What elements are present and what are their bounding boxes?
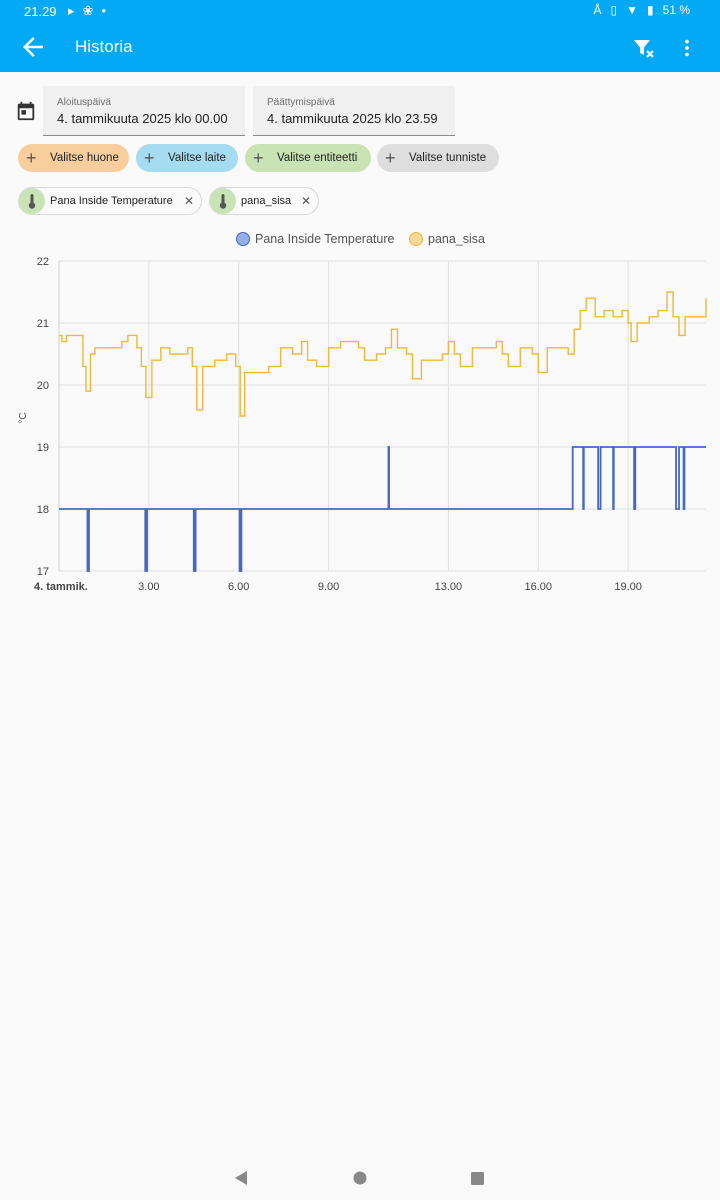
y-axis-label: °C — [18, 412, 29, 423]
y-tick-label: 22 — [37, 256, 49, 268]
legend-swatch — [409, 232, 423, 246]
more-options-icon[interactable] — [676, 36, 698, 60]
entity-chip-pana-inside-temperature[interactable]: Pana Inside Temperature ✕ — [18, 187, 202, 215]
x-tick-label: 13.00 — [435, 581, 463, 593]
page-title: Historia — [75, 37, 133, 56]
select-device-chip[interactable]: + Valitse laite — [136, 144, 238, 172]
bluetooth-icon: Å — [593, 3, 602, 17]
remove-icon[interactable]: ✕ — [183, 194, 194, 208]
y-tick-label: 18 — [37, 504, 49, 516]
entity-chip-label: Pana Inside Temperature — [50, 195, 173, 207]
select-room-chip[interactable]: + Valitse huone — [18, 144, 129, 172]
thermometer-icon — [28, 194, 36, 209]
select-entity-chip[interactable]: + Valitse entiteetti — [245, 144, 371, 172]
legend-label: pana_sisa — [428, 232, 485, 246]
x-tick-label: 19.00 — [614, 581, 642, 593]
legend-label: Pana Inside Temperature — [255, 232, 394, 246]
fan-icon: ❀ — [82, 3, 94, 18]
select-entity-label: Valitse entiteetti — [277, 152, 358, 164]
select-label-chip[interactable]: + Valitse tunniste — [377, 144, 499, 172]
select-device-label: Valitse laite — [168, 152, 226, 164]
nav-recents-icon[interactable] — [471, 1172, 484, 1185]
notification-app-icon: ▸ — [68, 3, 75, 18]
nav-back-icon[interactable] — [235, 1171, 247, 1185]
x-tick-label: 6.00 — [228, 581, 249, 593]
history-chart: 17 18 19 20 21 22 4. tammik. 3.00 6.00 9.00 13.00 1… — [18, 232, 707, 593]
battery-percent: 51 % — [662, 3, 690, 17]
wifi-icon: ▼ — [626, 3, 639, 17]
end-date-field[interactable]: Päättymispäivä 4. tammikuuta 2025 klo 23… — [253, 86, 455, 136]
plus-icon: + — [253, 148, 264, 168]
clear-filter-icon[interactable] — [632, 36, 656, 60]
status-bar: 21.29 ▸ ❀ • Å ▯ ▼ ▮ 51 % — [0, 0, 720, 24]
entity-chip-label: pana_sisa — [241, 195, 292, 207]
y-tick-label: 19 — [37, 442, 49, 454]
start-date-label: Aloituspäivä — [57, 97, 111, 108]
plus-icon: + — [144, 148, 155, 168]
y-tick-label: 21 — [37, 318, 49, 330]
thermometer-icon — [219, 194, 227, 209]
system-nav-bar — [235, 1171, 484, 1185]
end-date-value: 4. tammikuuta 2025 klo 23.59 — [267, 111, 438, 126]
series-line-pana-inside-temperature — [59, 446, 706, 572]
plus-icon: + — [385, 148, 396, 168]
nav-home-icon[interactable] — [353, 1171, 367, 1185]
remove-icon[interactable]: ✕ — [300, 194, 311, 208]
x-tick-label: 3.00 — [138, 581, 159, 593]
select-room-label: Valitse huone — [50, 152, 119, 164]
status-time: 21.29 — [24, 4, 57, 19]
x-tick-label: 16.00 — [524, 581, 552, 593]
start-date-value: 4. tammikuuta 2025 klo 00.00 — [57, 111, 228, 126]
legend-swatch — [236, 232, 250, 246]
back-arrow-icon[interactable] — [18, 32, 48, 62]
y-tick-label: 17 — [37, 566, 49, 578]
plus-icon: + — [26, 148, 37, 168]
start-date-field[interactable]: Aloituspäivä 4. tammikuuta 2025 klo 00.0… — [43, 86, 245, 136]
select-label-label: Valitse tunniste — [409, 152, 487, 164]
dot-icon: • — [101, 3, 106, 18]
y-tick-label: 20 — [37, 380, 49, 392]
battery-icon: ▮ — [647, 3, 654, 17]
calendar-icon[interactable] — [15, 100, 37, 122]
series-line-pana-sisa — [59, 291, 707, 417]
app-bar: Historia — [0, 24, 720, 72]
x-tick-label: 4. tammik. — [34, 581, 88, 593]
x-tick-label: 9.00 — [318, 581, 339, 593]
entity-chip-pana-sisa[interactable]: pana_sisa ✕ — [209, 187, 319, 215]
vibrate-icon: ▯ — [610, 3, 618, 17]
end-date-label: Päättymispäivä — [267, 97, 335, 108]
